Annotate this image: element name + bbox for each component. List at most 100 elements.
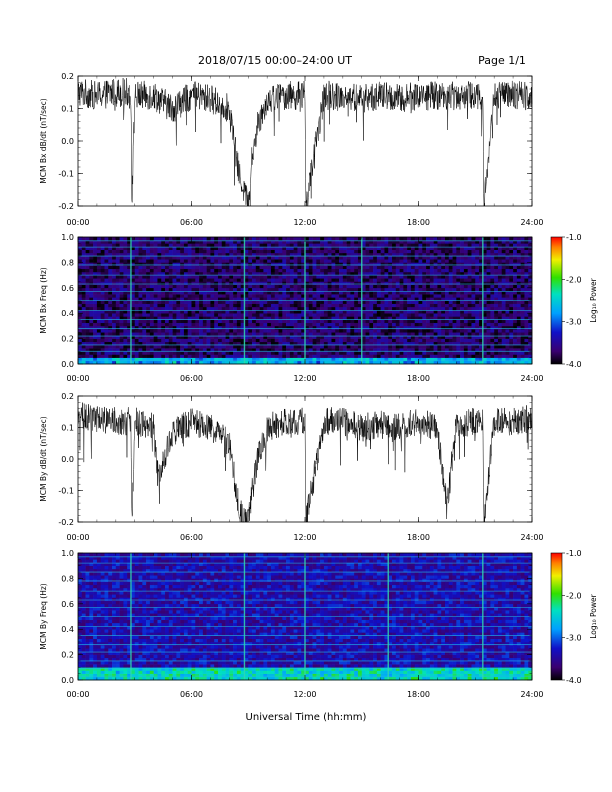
spectrogram-cell	[259, 237, 264, 241]
spectrogram-cell	[331, 240, 336, 244]
spectrogram-cell	[96, 300, 101, 304]
spectrogram-cell	[437, 256, 442, 260]
spectrogram-cell	[388, 313, 393, 317]
spectrogram-cell	[149, 243, 154, 247]
spectrogram-cell	[229, 322, 234, 327]
spectrogram-cell	[180, 281, 185, 285]
spectrogram-cell	[516, 313, 521, 317]
spectrogram-cell	[339, 316, 344, 320]
spectrogram-cell	[471, 344, 476, 349]
spectrogram-cell	[426, 259, 431, 263]
spectrogram-cell	[327, 360, 332, 365]
spectrogram-cell	[244, 322, 249, 327]
spectrogram-cell	[172, 316, 177, 320]
spectrogram-cell	[422, 360, 427, 365]
spectrogram-cell	[513, 271, 518, 276]
spectrogram-cell	[191, 300, 196, 304]
spectrogram-cell	[388, 278, 393, 282]
spectrogram-cell	[221, 271, 226, 276]
spectrogram-cell	[395, 275, 400, 279]
spectrogram-cell	[369, 300, 374, 304]
spectrogram-cell	[403, 319, 408, 324]
spectrogram-cell	[418, 249, 423, 254]
spectrogram-cell	[165, 348, 170, 352]
spectrogram-cell	[403, 268, 408, 273]
spectrogram-cell	[448, 313, 453, 317]
spectrogram-cell	[180, 348, 185, 352]
spectrogram-cell	[429, 338, 434, 343]
spectrogram-cell	[229, 252, 234, 257]
spectrogram-cell	[422, 316, 427, 320]
spectrogram-cell	[270, 300, 276, 304]
spectrogram-cell	[289, 259, 294, 263]
spectrogram-cell	[388, 325, 393, 330]
spectrogram-cell	[206, 310, 211, 314]
spectrogram-cell	[433, 294, 438, 298]
spectrogram-cell	[225, 262, 230, 266]
spectrogram-cell	[350, 313, 355, 317]
spectrogram-cell	[278, 262, 283, 266]
spectrogram-cell	[346, 243, 351, 247]
spectrogram-cell	[96, 275, 101, 279]
spectrogram-cell	[501, 322, 506, 327]
spectrogram-cell	[270, 275, 276, 279]
spectrogram-cell	[486, 271, 491, 276]
spectrogram-cell	[176, 256, 181, 260]
spectrogram-cell	[392, 351, 397, 355]
spectrogram-cell	[206, 256, 211, 260]
spectrogram-cell	[441, 249, 446, 254]
spectrogram-cell	[373, 278, 378, 282]
spectrogram-cell	[96, 319, 101, 324]
spectrogram-cell	[513, 262, 518, 266]
spectrogram-cell	[482, 284, 487, 289]
spectrogram-cell	[100, 290, 105, 295]
spectrogram-cell	[233, 297, 238, 301]
spectrogram-cell	[187, 284, 192, 289]
spectrogram-cell	[240, 354, 245, 358]
spectrogram-cell	[252, 252, 257, 257]
spectrogram-cell	[130, 278, 136, 282]
spectrogram-cell	[282, 310, 287, 314]
spectrogram-cell	[350, 265, 355, 270]
spectrogram-cell	[274, 322, 279, 327]
spectrogram-cell	[149, 338, 154, 343]
spectrogram-cell	[320, 265, 325, 270]
spectrogram-cell	[452, 297, 457, 301]
spectrogram-cell	[433, 344, 438, 349]
spectrogram-cell	[479, 294, 484, 298]
spectrogram-cell	[297, 268, 302, 273]
spectrogram-cell	[528, 281, 533, 285]
spectrogram-cell	[168, 351, 173, 355]
spectrogram-cell	[312, 306, 317, 311]
spectrogram-cell	[180, 262, 185, 266]
spectrogram-cell	[89, 319, 94, 324]
spectrogram-cell	[444, 237, 450, 241]
spectrogram-cell	[316, 319, 321, 324]
spectrogram-cell	[373, 338, 378, 343]
spectrogram-cell	[115, 354, 120, 358]
spectrogram-cell	[346, 310, 351, 314]
spectrogram-cell	[528, 319, 533, 324]
spectrogram-cell	[403, 357, 408, 362]
spectrogram-cell	[255, 310, 260, 314]
spectrogram-cell	[89, 271, 94, 276]
spectrogram-cell	[165, 313, 170, 317]
spectrogram-cell	[112, 284, 117, 289]
spectrogram-cell	[410, 290, 416, 295]
spectrogram-cell	[463, 351, 468, 355]
spectrogram-cell	[115, 243, 120, 247]
spectrogram-cell	[475, 306, 480, 311]
spectrogram-cell	[365, 322, 370, 327]
spectrogram-cell	[316, 297, 321, 301]
spectrogram-cell	[104, 256, 109, 260]
spectrogram-cell	[479, 256, 484, 260]
spectrogram-cell	[444, 313, 450, 317]
spectrogram-cell	[369, 265, 374, 270]
spectrogram-cell	[361, 259, 366, 263]
spectrogram-cell	[350, 357, 355, 362]
spectrogram-cell	[418, 322, 423, 327]
spectrogram-cell	[441, 313, 446, 317]
spectrogram-cell	[505, 310, 510, 314]
spectrogram-cell	[475, 290, 480, 295]
spectrogram-cell	[112, 275, 117, 279]
